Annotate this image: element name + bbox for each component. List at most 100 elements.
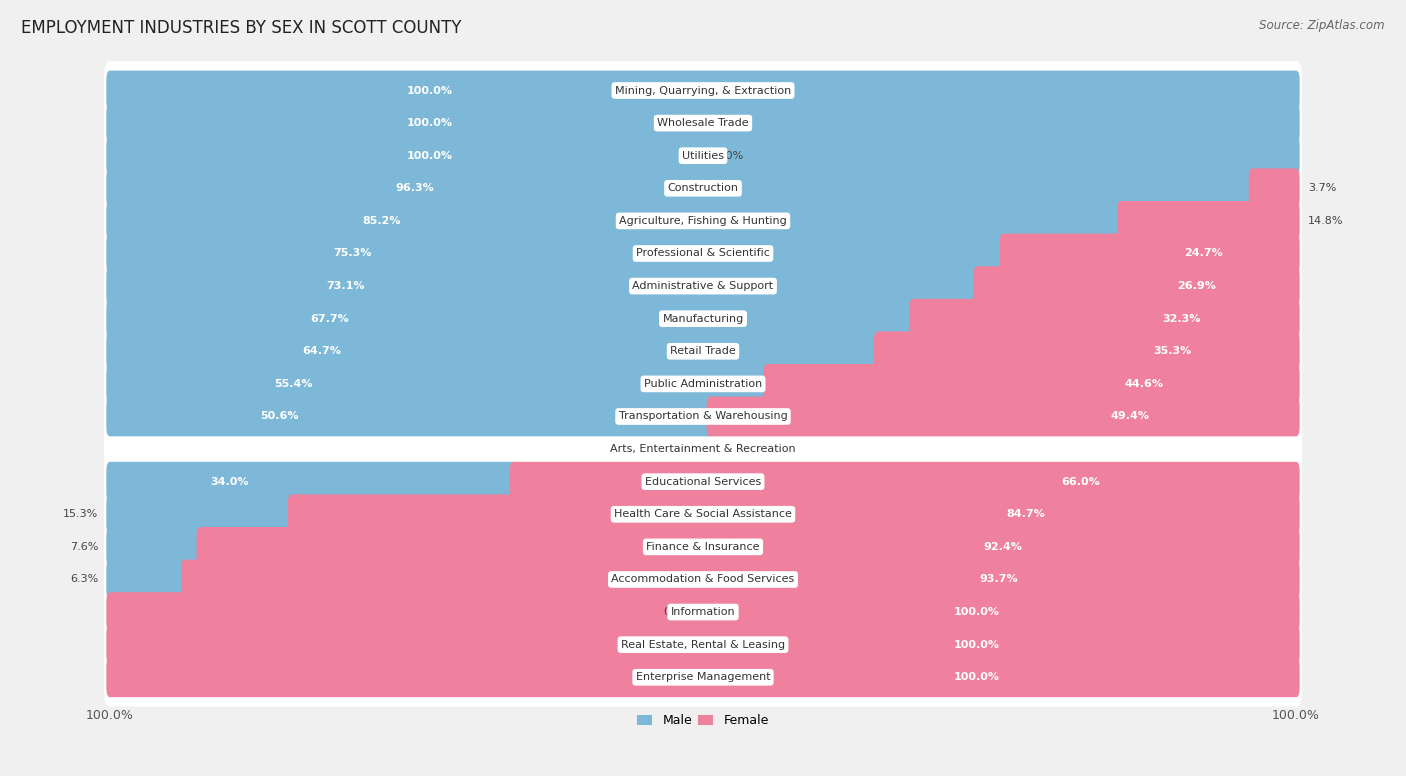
FancyBboxPatch shape	[107, 201, 1125, 241]
Text: 49.4%: 49.4%	[1111, 411, 1150, 421]
FancyBboxPatch shape	[509, 462, 1299, 501]
FancyBboxPatch shape	[104, 420, 1302, 479]
Text: 7.6%: 7.6%	[70, 542, 98, 552]
FancyBboxPatch shape	[288, 494, 1299, 534]
FancyBboxPatch shape	[104, 126, 1302, 185]
FancyBboxPatch shape	[107, 364, 770, 404]
Text: 96.3%: 96.3%	[395, 183, 434, 193]
Text: 50.6%: 50.6%	[260, 411, 298, 421]
Text: Utilities: Utilities	[682, 151, 724, 161]
Text: 32.3%: 32.3%	[1161, 314, 1201, 324]
FancyBboxPatch shape	[107, 266, 980, 306]
FancyBboxPatch shape	[107, 559, 188, 599]
FancyBboxPatch shape	[107, 299, 917, 338]
FancyBboxPatch shape	[104, 94, 1302, 152]
FancyBboxPatch shape	[107, 592, 1299, 632]
FancyBboxPatch shape	[197, 527, 1299, 566]
Text: EMPLOYMENT INDUSTRIES BY SEX IN SCOTT COUNTY: EMPLOYMENT INDUSTRIES BY SEX IN SCOTT CO…	[21, 19, 461, 37]
Text: 0.0%: 0.0%	[662, 672, 692, 682]
Text: 73.1%: 73.1%	[326, 281, 366, 291]
FancyBboxPatch shape	[973, 266, 1299, 306]
Text: 0.0%: 0.0%	[714, 85, 744, 95]
FancyBboxPatch shape	[1000, 234, 1299, 273]
FancyBboxPatch shape	[910, 299, 1299, 338]
Text: 100.0%: 100.0%	[953, 672, 1000, 682]
Text: 84.7%: 84.7%	[1007, 509, 1045, 519]
Text: Manufacturing: Manufacturing	[662, 314, 744, 324]
Text: 85.2%: 85.2%	[363, 216, 401, 226]
Text: 6.3%: 6.3%	[70, 574, 98, 584]
Text: 34.0%: 34.0%	[211, 476, 249, 487]
Text: 35.3%: 35.3%	[1153, 346, 1191, 356]
Text: 55.4%: 55.4%	[274, 379, 312, 389]
FancyBboxPatch shape	[104, 648, 1302, 707]
Text: 75.3%: 75.3%	[333, 248, 371, 258]
Text: 0.0%: 0.0%	[714, 444, 744, 454]
Text: 100.0%: 100.0%	[953, 639, 1000, 650]
Text: Administrative & Support: Administrative & Support	[633, 281, 773, 291]
Text: 64.7%: 64.7%	[302, 346, 340, 356]
Text: 0.0%: 0.0%	[662, 444, 692, 454]
Text: Professional & Scientific: Professional & Scientific	[636, 248, 770, 258]
Text: Enterprise Management: Enterprise Management	[636, 672, 770, 682]
Text: Accommodation & Food Services: Accommodation & Food Services	[612, 574, 794, 584]
FancyBboxPatch shape	[107, 527, 204, 566]
FancyBboxPatch shape	[107, 331, 882, 371]
FancyBboxPatch shape	[107, 397, 714, 436]
Text: Agriculture, Fishing & Hunting: Agriculture, Fishing & Hunting	[619, 216, 787, 226]
Text: 100.0%: 100.0%	[406, 118, 453, 128]
FancyBboxPatch shape	[104, 387, 1302, 446]
FancyBboxPatch shape	[107, 625, 1299, 664]
Text: Public Administration: Public Administration	[644, 379, 762, 389]
Text: Arts, Entertainment & Recreation: Arts, Entertainment & Recreation	[610, 444, 796, 454]
FancyBboxPatch shape	[107, 657, 1299, 697]
Text: Retail Trade: Retail Trade	[671, 346, 735, 356]
Text: 67.7%: 67.7%	[311, 314, 350, 324]
Text: Real Estate, Rental & Leasing: Real Estate, Rental & Leasing	[621, 639, 785, 650]
Text: 100.0%: 100.0%	[406, 85, 453, 95]
FancyBboxPatch shape	[1116, 201, 1299, 241]
Text: Educational Services: Educational Services	[645, 476, 761, 487]
FancyBboxPatch shape	[104, 452, 1302, 511]
FancyBboxPatch shape	[104, 289, 1302, 348]
Text: Source: ZipAtlas.com: Source: ZipAtlas.com	[1260, 19, 1385, 33]
Text: 0.0%: 0.0%	[662, 639, 692, 650]
Text: 100.0%: 100.0%	[953, 607, 1000, 617]
FancyBboxPatch shape	[104, 518, 1302, 577]
FancyBboxPatch shape	[104, 192, 1302, 250]
FancyBboxPatch shape	[107, 234, 1007, 273]
Text: Wholesale Trade: Wholesale Trade	[657, 118, 749, 128]
Legend: Male, Female: Male, Female	[633, 709, 773, 732]
FancyBboxPatch shape	[104, 322, 1302, 380]
Text: 14.8%: 14.8%	[1308, 216, 1344, 226]
FancyBboxPatch shape	[104, 583, 1302, 642]
FancyBboxPatch shape	[104, 355, 1302, 414]
Text: 44.6%: 44.6%	[1125, 379, 1164, 389]
FancyBboxPatch shape	[707, 397, 1299, 436]
Text: 15.3%: 15.3%	[63, 509, 98, 519]
FancyBboxPatch shape	[107, 136, 1299, 175]
Text: Health Care & Social Assistance: Health Care & Social Assistance	[614, 509, 792, 519]
FancyBboxPatch shape	[104, 224, 1302, 282]
FancyBboxPatch shape	[107, 462, 517, 501]
FancyBboxPatch shape	[104, 615, 1302, 674]
FancyBboxPatch shape	[104, 61, 1302, 120]
FancyBboxPatch shape	[107, 494, 295, 534]
Text: Construction: Construction	[668, 183, 738, 193]
FancyBboxPatch shape	[181, 559, 1299, 599]
Text: 66.0%: 66.0%	[1062, 476, 1101, 487]
Text: 24.7%: 24.7%	[1184, 248, 1223, 258]
Text: 92.4%: 92.4%	[983, 542, 1022, 552]
Text: 0.0%: 0.0%	[662, 607, 692, 617]
Text: 0.0%: 0.0%	[714, 118, 744, 128]
FancyBboxPatch shape	[107, 168, 1256, 208]
Text: Finance & Insurance: Finance & Insurance	[647, 542, 759, 552]
FancyBboxPatch shape	[1249, 168, 1299, 208]
FancyBboxPatch shape	[107, 71, 1299, 110]
Text: Mining, Quarrying, & Extraction: Mining, Quarrying, & Extraction	[614, 85, 792, 95]
Text: 100.0%: 100.0%	[406, 151, 453, 161]
Text: 0.0%: 0.0%	[714, 151, 744, 161]
Text: 93.7%: 93.7%	[980, 574, 1018, 584]
FancyBboxPatch shape	[763, 364, 1299, 404]
FancyBboxPatch shape	[104, 550, 1302, 609]
